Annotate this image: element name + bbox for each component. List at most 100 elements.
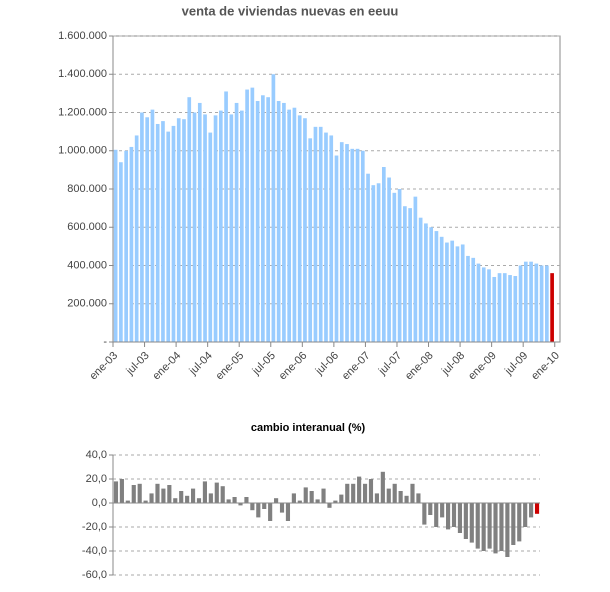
y-tick-label: 800.000: [67, 183, 107, 195]
x-tick-label: jul-05: [250, 350, 278, 378]
bar: [161, 121, 165, 342]
bar: [451, 503, 457, 527]
y-tick-label: -60,0: [82, 569, 107, 581]
bar: [371, 185, 376, 342]
y-tick-label: -40,0: [82, 545, 107, 557]
x-tick-label: jul-03: [124, 350, 152, 378]
y-tick-label: -: [103, 336, 107, 348]
x-tick-label: ene-03: [87, 350, 120, 383]
bar: [232, 497, 237, 503]
bar: [539, 265, 544, 342]
x-tick-label: ene-08: [403, 350, 436, 383]
bar: [410, 483, 415, 503]
bar: [492, 276, 497, 342]
bar: [439, 236, 444, 342]
bar: [350, 148, 355, 342]
bar: [220, 486, 225, 503]
bar: [345, 144, 349, 342]
bar: [297, 500, 302, 503]
bar: [167, 485, 172, 503]
bar: [308, 138, 313, 342]
y-tick-label: 1.200.000: [58, 106, 107, 118]
x-tick-label: jul-08: [439, 350, 467, 378]
x-tick-label: jul-07: [376, 350, 404, 378]
bar: [166, 131, 171, 342]
bar: [171, 125, 176, 342]
bar: [140, 112, 144, 342]
bar: [262, 503, 267, 509]
bar: [471, 257, 476, 342]
bar: [266, 97, 270, 342]
x-tick-label: jul-04: [187, 350, 215, 378]
bar: [508, 275, 512, 342]
bar: [424, 223, 428, 342]
bar: [497, 273, 502, 342]
bar: [149, 493, 154, 503]
bar: [374, 493, 379, 503]
bar: [303, 487, 308, 503]
x-tick-label: ene-09: [466, 350, 499, 383]
bar: [334, 155, 339, 342]
chart-title: venta de viviendas nuevas en eeuu: [182, 3, 399, 18]
bar: [339, 142, 344, 342]
bar: [466, 255, 470, 342]
bar: [440, 503, 445, 518]
bar: [309, 491, 314, 503]
bar: [250, 87, 255, 342]
bar: [339, 494, 344, 503]
bar: [469, 503, 474, 543]
y-tick-label: 20,0: [86, 473, 107, 485]
bar: [481, 503, 486, 551]
bar: [502, 273, 507, 342]
y-tick-label: 1.400.000: [58, 68, 107, 80]
bar: [534, 263, 539, 342]
bar: [397, 189, 402, 342]
bar: [392, 483, 397, 503]
bar: [362, 483, 368, 503]
bar: [113, 481, 119, 503]
bar: [192, 112, 197, 342]
bar: [256, 503, 261, 518]
bar: [487, 503, 492, 549]
bar: [315, 499, 320, 503]
bar: [366, 173, 370, 342]
bar: [292, 107, 297, 342]
bar: [429, 227, 433, 342]
x-tick-label: ene-07: [340, 350, 373, 383]
bar: [176, 118, 181, 342]
bar: [505, 503, 510, 557]
bar: [213, 115, 218, 343]
bar: [224, 91, 228, 343]
bar: [355, 148, 360, 342]
bar: [287, 109, 292, 342]
bar: [529, 261, 533, 342]
bar: [475, 503, 480, 549]
bar: [274, 498, 279, 503]
bar: [534, 503, 540, 514]
bar: [255, 101, 260, 343]
bar: [386, 488, 391, 503]
x-tick-label: jul-06: [313, 350, 341, 378]
bar: [250, 503, 255, 511]
y-tick-label: 200.000: [67, 298, 107, 310]
bar: [282, 102, 286, 342]
bar: [124, 150, 128, 342]
bar: [208, 493, 213, 503]
bar: [434, 231, 439, 342]
x-tick-label: ene-06: [277, 350, 310, 383]
bar: [285, 503, 291, 521]
bar: [445, 242, 449, 342]
bar: [226, 499, 231, 503]
bar: [268, 503, 273, 521]
bar: [143, 500, 148, 503]
bar: [321, 488, 326, 503]
bar: [276, 101, 281, 343]
bar: [351, 483, 356, 503]
bar: [161, 488, 166, 503]
bar: [481, 267, 486, 342]
bar: [119, 479, 124, 503]
bar: [487, 269, 491, 342]
bar: [457, 503, 463, 533]
bar: [545, 265, 549, 342]
bar: [513, 276, 518, 342]
